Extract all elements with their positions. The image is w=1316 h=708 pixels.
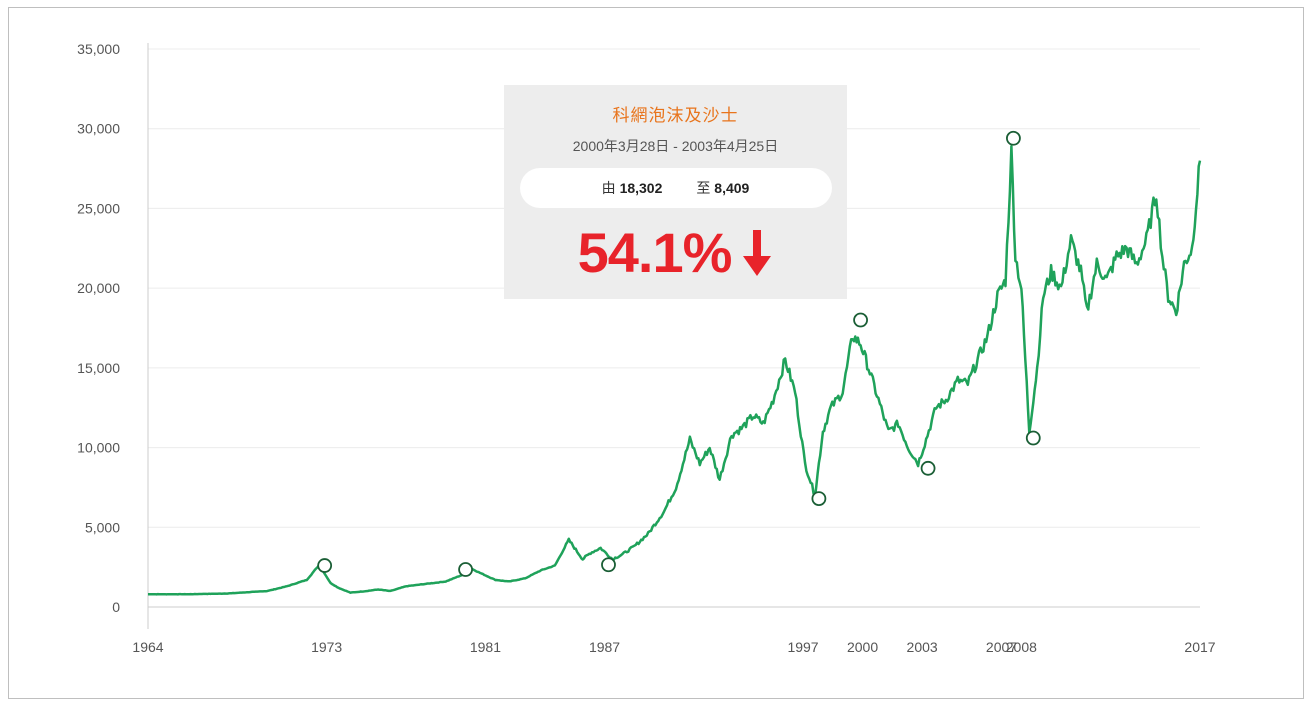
event-tooltip: 科網泡沫及沙士 2000年3月28日 - 2003年4月25日 由 18,302… bbox=[504, 85, 847, 299]
event-marker[interactable] bbox=[920, 460, 936, 476]
tooltip-to: 至 8,409 bbox=[696, 178, 749, 198]
x-tick-label: 2007 bbox=[986, 639, 1017, 655]
tooltip-from: 由 18,302 bbox=[602, 178, 663, 198]
change-value: 54.1% bbox=[577, 221, 733, 284]
tooltip-change: 54.1% bbox=[504, 220, 847, 285]
y-tick-label: 30,000 bbox=[77, 121, 120, 137]
from-label: 由 bbox=[601, 180, 616, 196]
y-axis: 35,000 30,000 25,000 20,000 15,000 10,000 5,00… bbox=[77, 41, 149, 629]
series-line bbox=[148, 144, 1202, 596]
event-marker[interactable] bbox=[811, 491, 827, 506]
x-tick-label: 1973 bbox=[311, 639, 342, 655]
from-value: 18,302 bbox=[619, 180, 663, 196]
y-tick-label: 25,000 bbox=[77, 200, 120, 216]
tooltip-range-pill: 由 18,302 至 8,409 bbox=[519, 168, 832, 208]
x-tick-label: 2000 bbox=[847, 639, 878, 655]
event-marker[interactable] bbox=[317, 558, 333, 573]
x-tick-label: 1964 bbox=[132, 639, 163, 655]
y-tick-label: 10,000 bbox=[77, 440, 120, 456]
x-tick-label: 1987 bbox=[589, 639, 620, 655]
y-tick-label: 20,000 bbox=[77, 280, 120, 296]
event-markers bbox=[317, 130, 1041, 577]
to-value: 8,409 bbox=[714, 180, 750, 196]
y-tick-label: 5,000 bbox=[85, 519, 120, 535]
x-tick-label: 2017 bbox=[1184, 639, 1215, 655]
tooltip-title: 科網泡沫及沙士 bbox=[612, 106, 739, 125]
arrow-down-icon bbox=[743, 229, 772, 276]
x-tick-label: 2003 bbox=[907, 639, 938, 655]
x-tick-label: 1997 bbox=[787, 639, 818, 655]
x-tick-label: 2008 bbox=[1006, 639, 1037, 655]
event-marker[interactable] bbox=[853, 312, 868, 328]
to-label: 至 bbox=[696, 180, 711, 196]
gridlines bbox=[148, 48, 1200, 608]
event-marker[interactable] bbox=[458, 562, 473, 577]
y-tick-label: 35,000 bbox=[77, 41, 120, 57]
y-tick-label: 0 bbox=[112, 599, 120, 615]
x-tick-label: 1981 bbox=[470, 639, 501, 655]
event-marker[interactable] bbox=[1006, 130, 1021, 146]
tooltip-date-range: 2000年3月28日 - 2003年4月25日 bbox=[572, 138, 779, 154]
event-marker[interactable] bbox=[1025, 430, 1041, 446]
event-marker[interactable] bbox=[601, 557, 616, 573]
y-tick-label: 15,000 bbox=[77, 360, 120, 376]
